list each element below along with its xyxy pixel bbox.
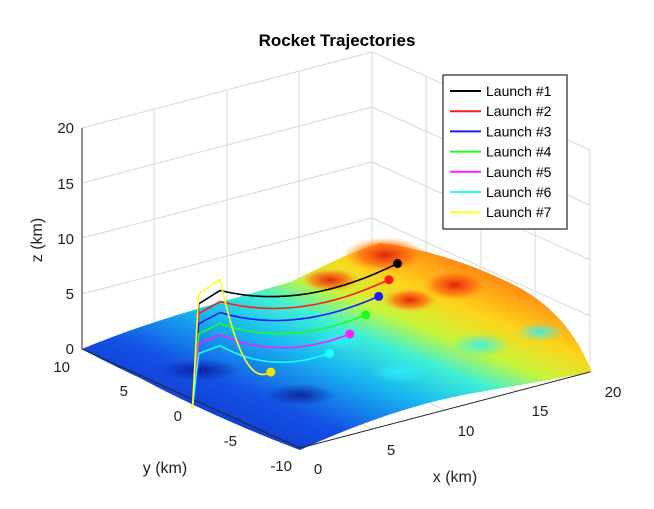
trajectory-line xyxy=(191,262,398,408)
trajectory-line xyxy=(191,278,390,408)
impact-marker xyxy=(361,310,371,320)
x-tick-label: 0 xyxy=(314,461,322,478)
axes xyxy=(81,128,591,449)
chart-title: Rocket Trajectories xyxy=(259,31,416,50)
legend-items: Launch #1 Launch #2 Launch #3 Launch #4 Laun… xyxy=(450,83,552,220)
surface-spot-cyan-3 xyxy=(516,322,564,342)
terrain-surface xyxy=(82,237,592,450)
z-tick-label: 5 xyxy=(66,286,74,303)
y-tick-label: 5 xyxy=(120,383,128,400)
surface-spot-cyan-2 xyxy=(370,362,430,382)
y-tick-label: 10 xyxy=(53,359,70,376)
x-tick-label: 20 xyxy=(605,384,622,401)
impact-marker xyxy=(393,259,402,268)
z-axis-label: z (km) xyxy=(29,218,46,262)
impact-marker xyxy=(345,329,355,339)
surface-peak-2 xyxy=(421,269,489,301)
legend-label: Launch #1 xyxy=(486,83,552,99)
impact-marker xyxy=(325,348,334,358)
legend-label: Launch #5 xyxy=(486,164,552,180)
x-tick-label: 15 xyxy=(532,403,549,420)
legend-label: Launch #3 xyxy=(486,123,552,139)
surface-spot-blue-1 xyxy=(264,384,336,406)
y-tick-label: 0 xyxy=(174,408,182,425)
trajectories xyxy=(191,259,402,408)
z-tick-label: 20 xyxy=(57,120,74,137)
legend-label: Launch #4 xyxy=(486,144,552,160)
z-tick-label: 0 xyxy=(66,341,74,358)
impact-marker xyxy=(266,367,276,377)
trajectory-line xyxy=(191,344,330,408)
trajectory-line xyxy=(191,314,366,408)
trajectory-line xyxy=(191,278,272,408)
y-axis-label: y (km) xyxy=(143,460,187,477)
trajectory-line xyxy=(191,333,351,408)
x-tick-label: 5 xyxy=(387,442,395,459)
z-tick-labels: 0 5 10 15 20 xyxy=(57,120,74,358)
impact-marker xyxy=(374,291,384,301)
legend: Launch #1 Launch #2 Launch #3 Launch #4 Laun… xyxy=(442,74,568,230)
trajectory-line xyxy=(191,295,380,408)
surface-spot-cyan-1 xyxy=(450,333,510,357)
z-tick-label: 10 xyxy=(57,231,74,248)
legend-label: Launch #6 xyxy=(486,184,552,200)
surface-spot-cyan-4 xyxy=(314,331,366,349)
surface-peak-4 xyxy=(382,288,438,312)
legend-label: Launch #7 xyxy=(486,204,552,220)
y-tick-label: -5 xyxy=(224,433,237,450)
x-tick-labels: 0 5 10 15 20 xyxy=(314,384,622,478)
y-tick-label: -10 xyxy=(270,458,292,475)
surface-spot-blue-2 xyxy=(160,359,240,381)
impact-marker xyxy=(384,275,394,285)
x-axis-label: x (km) xyxy=(433,469,477,486)
surface-peak-3 xyxy=(300,268,360,292)
y-tick-labels: 10 5 0 -5 -10 xyxy=(53,359,292,475)
z-tick-label: 15 xyxy=(57,176,74,193)
legend-label: Launch #2 xyxy=(486,103,552,119)
surface-peak-1 xyxy=(343,237,427,273)
x-tick-label: 10 xyxy=(458,423,475,440)
